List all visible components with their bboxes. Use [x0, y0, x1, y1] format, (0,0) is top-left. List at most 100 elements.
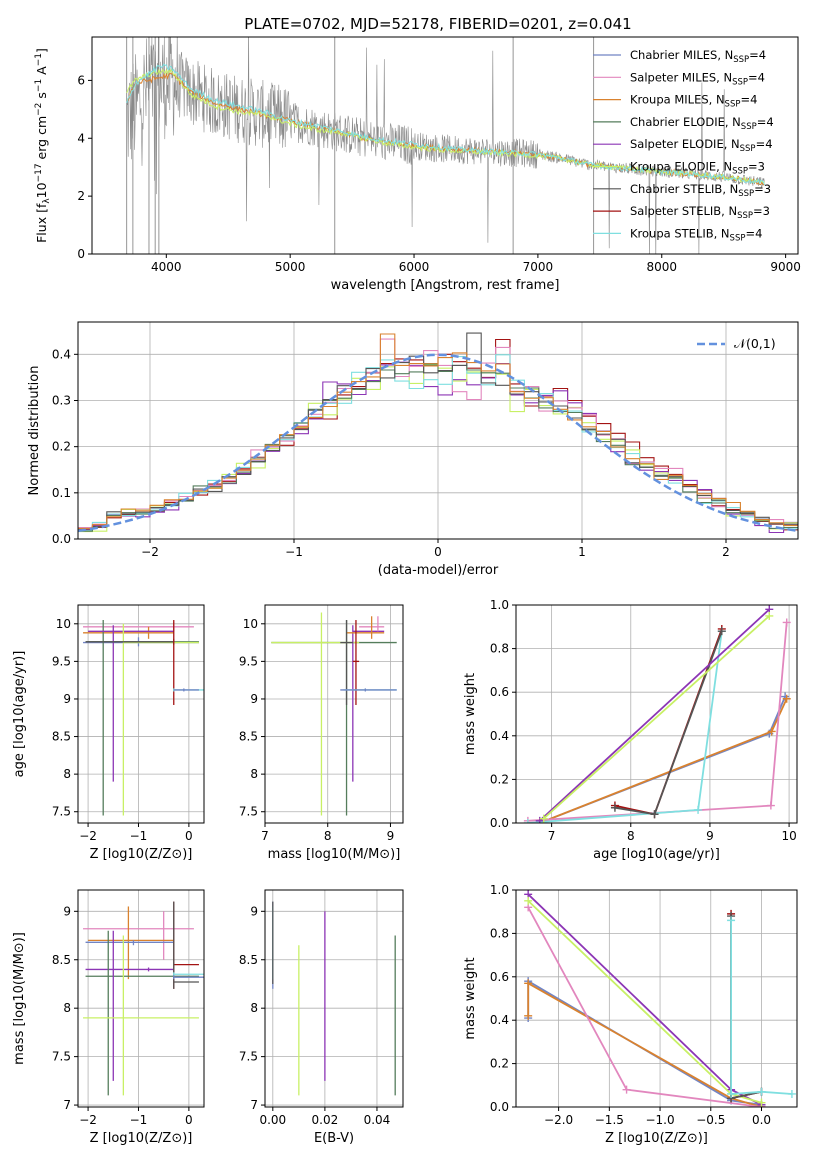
- x-tick-label: 0: [185, 1113, 193, 1127]
- spectrum-panel: 4000 5000 6000 7000 8000 9000 0 2 4 6 Chabrier MIL…: [34, 36, 801, 293]
- x-axis-label: E(B-V): [314, 1131, 354, 1146]
- y-tick-label: 8.5: [239, 953, 258, 967]
- x-tick-label: 0.04: [364, 1113, 391, 1127]
- mass-weight-series-1: [539, 696, 786, 823]
- y-tick-label: 7.5: [52, 1050, 71, 1064]
- spectrum-axes: 4000 5000 6000 7000 8000 9000 0 2 4 6 Chabrier MIL…: [34, 36, 801, 293]
- mass-vs-EBV-panel: 0.00 0.02 0.04 7 7.5 8 8.5 9 E(B-V): [239, 889, 404, 1146]
- x-axis-label: mass [log10(M/M⊙)]: [268, 847, 401, 862]
- mass-weight-series-4: [527, 631, 723, 823]
- data-point-marker: [757, 1087, 766, 1096]
- x-axis-label: age [log10(age/yr)]: [593, 847, 720, 862]
- age-vs-mass-panel: 7 8 9 7.5 8 8.5 9 9.5 10 mass [log10(M/M⊙)]: [239, 604, 404, 862]
- y-tick-label: 8.5: [52, 953, 71, 967]
- mass-weight-vs-Z-plot-area: [524, 890, 796, 1107]
- y-tick-label: 1.0: [490, 598, 509, 612]
- x-tick-label: 6000: [399, 260, 430, 274]
- data-point-marker: [727, 916, 736, 925]
- data-point-marker: [787, 1089, 796, 1098]
- mass-weight-series-8: [543, 615, 770, 820]
- mass-weight-series-6: [730, 913, 762, 1100]
- mass-vs-Z-panel: −2 −1 0 7 7.5 8 8.5 9 Z [log10(Z/Z⊙)] mass [log10…: [12, 889, 205, 1146]
- y-tick-label: 8.5: [52, 730, 71, 744]
- y-tick-label: 0.1: [52, 486, 71, 500]
- y-tick-label: 8: [63, 767, 71, 781]
- x-tick-label: 0.00: [259, 1113, 286, 1127]
- y-tick-label: 0.8: [490, 642, 509, 656]
- data-point-marker: [766, 801, 775, 810]
- x-axis-label: Z [log10(Z/Z⊙)]: [90, 1131, 193, 1146]
- data-point-marker: [694, 805, 703, 814]
- histogram-series-7: [78, 332, 798, 530]
- legend: Chabrier MILES, NSSP=4 Salpeter MILES, NS…: [593, 48, 774, 243]
- mass-vs-EBV-axes: 0.00 0.02 0.04 7 7.5 8 8.5 9 E(B-V): [239, 889, 404, 1146]
- residuals-axes: −2 −1 0 1 2 0.0 0.1 0.2 0.3 0.4 𝒩(0,1) (data-model)…: [27, 321, 799, 578]
- age-vs-mass-axes: 7 8 9 7.5 8 8.5 9 9.5 10 mass [log10(M/M⊙)]: [239, 604, 404, 862]
- x-axis-label: Z [log10(Z/Z⊙)]: [605, 1131, 708, 1146]
- legend-entry: Salpeter STELIB, NSSP=3: [630, 204, 770, 221]
- y-axis-label: mass weight: [463, 957, 478, 1039]
- legend-entry: Salpeter ELODIE, NSSP=4: [630, 137, 773, 154]
- y-tick-label: 2: [77, 189, 85, 203]
- y-tick-label: 8.5: [239, 730, 258, 744]
- legend-entry: Kroupa MILES, NSSP=4: [630, 93, 757, 110]
- mass-weight-series-2: [539, 698, 788, 823]
- data-point-marker: [524, 896, 533, 905]
- mass-vs-Z-axes: −2 −1 0 7 7.5 8 8.5 9 Z [log10(Z/Z⊙)] mass [log10…: [12, 889, 205, 1146]
- x-tick-label: −1: [130, 829, 148, 843]
- data-point-marker: [523, 819, 532, 823]
- x-tick-label: −2: [79, 829, 97, 843]
- y-tick-label: 8: [250, 767, 258, 781]
- spectrum-plot-area: [126, 37, 766, 254]
- legend-entry: Kroupa STELIB, NSSP=4: [630, 226, 762, 243]
- mass-weight-vs-Z-axes: −2.0 −1.5 −1.0 −0.5 0.0 0.0 0.2 0.4 0.6 0.8 1.0 Z […: [463, 883, 798, 1146]
- y-axis-label: mass weight: [463, 673, 478, 755]
- x-tick-label: 9: [387, 829, 395, 843]
- mass-weight-series-4: [527, 893, 762, 1106]
- age-vs-Z-axes: −2 −1 0 7.5 8 8.5 9 9.5 10 Z [log10(Z/Z⊙)] age [lo…: [12, 604, 205, 862]
- data-point-marker: [524, 1011, 533, 1020]
- axes-frame: [77, 889, 205, 1108]
- data-point-marker: [757, 1098, 766, 1107]
- y-tick-label: 7.5: [239, 805, 258, 819]
- y-tick-label: 9: [250, 692, 258, 706]
- y-tick-label: 0.8: [490, 926, 509, 940]
- y-tick-label: 0.4: [52, 347, 71, 361]
- y-tick-label: 10: [56, 617, 71, 631]
- y-axis-label: age [log10(age/yr)]: [12, 651, 27, 778]
- mass-vs-EBV-plot-area: [272, 901, 396, 1096]
- y-axis-label: mass [log10(M/M⊙)]: [12, 932, 27, 1065]
- y-tick-label: 7.5: [239, 1050, 258, 1064]
- y-tick-label: 9: [250, 904, 258, 918]
- x-axis-label: Z [log10(Z/Z⊙)]: [90, 847, 193, 862]
- data-point-marker: [727, 1089, 736, 1098]
- x-tick-label: −1.5: [595, 1113, 624, 1127]
- y-tick-label: 8: [250, 1001, 258, 1015]
- mass-vs-Z-plot-area: [83, 901, 204, 1096]
- x-tick-label: 8000: [646, 260, 677, 274]
- legend-entry: 𝒩(0,1): [734, 336, 776, 351]
- y-axis-label: Normed distribution: [27, 366, 42, 496]
- x-tick-label: −0.5: [696, 1113, 725, 1127]
- x-tick-label: 7: [548, 829, 556, 843]
- data-point-marker: [610, 803, 619, 812]
- y-tick-label: 0.2: [490, 772, 509, 786]
- x-tick-label: −1: [130, 1113, 148, 1127]
- y-tick-label: 0.2: [490, 1057, 509, 1071]
- x-tick-label: 2: [722, 545, 730, 559]
- data-point-marker: [767, 727, 776, 736]
- x-tick-label: −2: [79, 1113, 97, 1127]
- x-tick-label: 10: [781, 829, 796, 843]
- legend-entry: Chabrier MILES, NSSP=4: [630, 48, 766, 65]
- y-tick-label: 0.0: [490, 1100, 509, 1114]
- x-tick-label: 7: [261, 829, 269, 843]
- normal-curve-line: [78, 353, 798, 533]
- legend-entry: Salpeter MILES, NSSP=4: [630, 70, 765, 87]
- mass-weight-vs-age-plot-area: [523, 605, 791, 823]
- y-tick-label: 0.0: [52, 532, 71, 546]
- data-point-marker: [782, 694, 791, 703]
- histogram-series-8: [78, 333, 798, 529]
- x-tick-label: −2: [141, 545, 159, 559]
- x-tick-label: 0.0: [752, 1113, 771, 1127]
